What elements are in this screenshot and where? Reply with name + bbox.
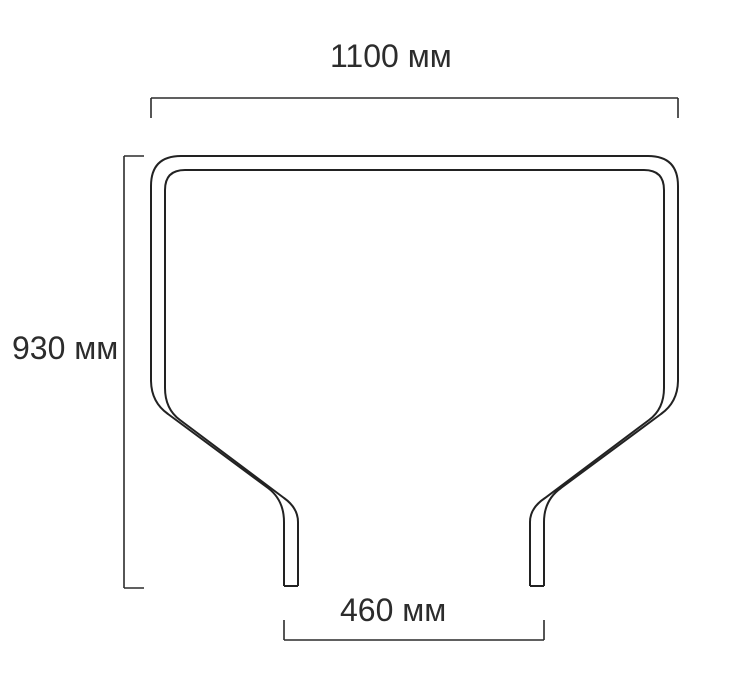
tube-inner [165, 170, 664, 586]
dim-bottom-label: 460 мм [340, 592, 446, 629]
tube-outer [151, 156, 678, 586]
tube-shape [151, 156, 678, 586]
diagram-stage: 1100 мм 930 мм 460 мм [0, 0, 756, 700]
dim-left-line [124, 156, 144, 588]
dim-top-line [151, 98, 678, 118]
dim-top-label: 1100 мм [330, 38, 452, 75]
dim-left-label: 930 мм [12, 330, 118, 367]
